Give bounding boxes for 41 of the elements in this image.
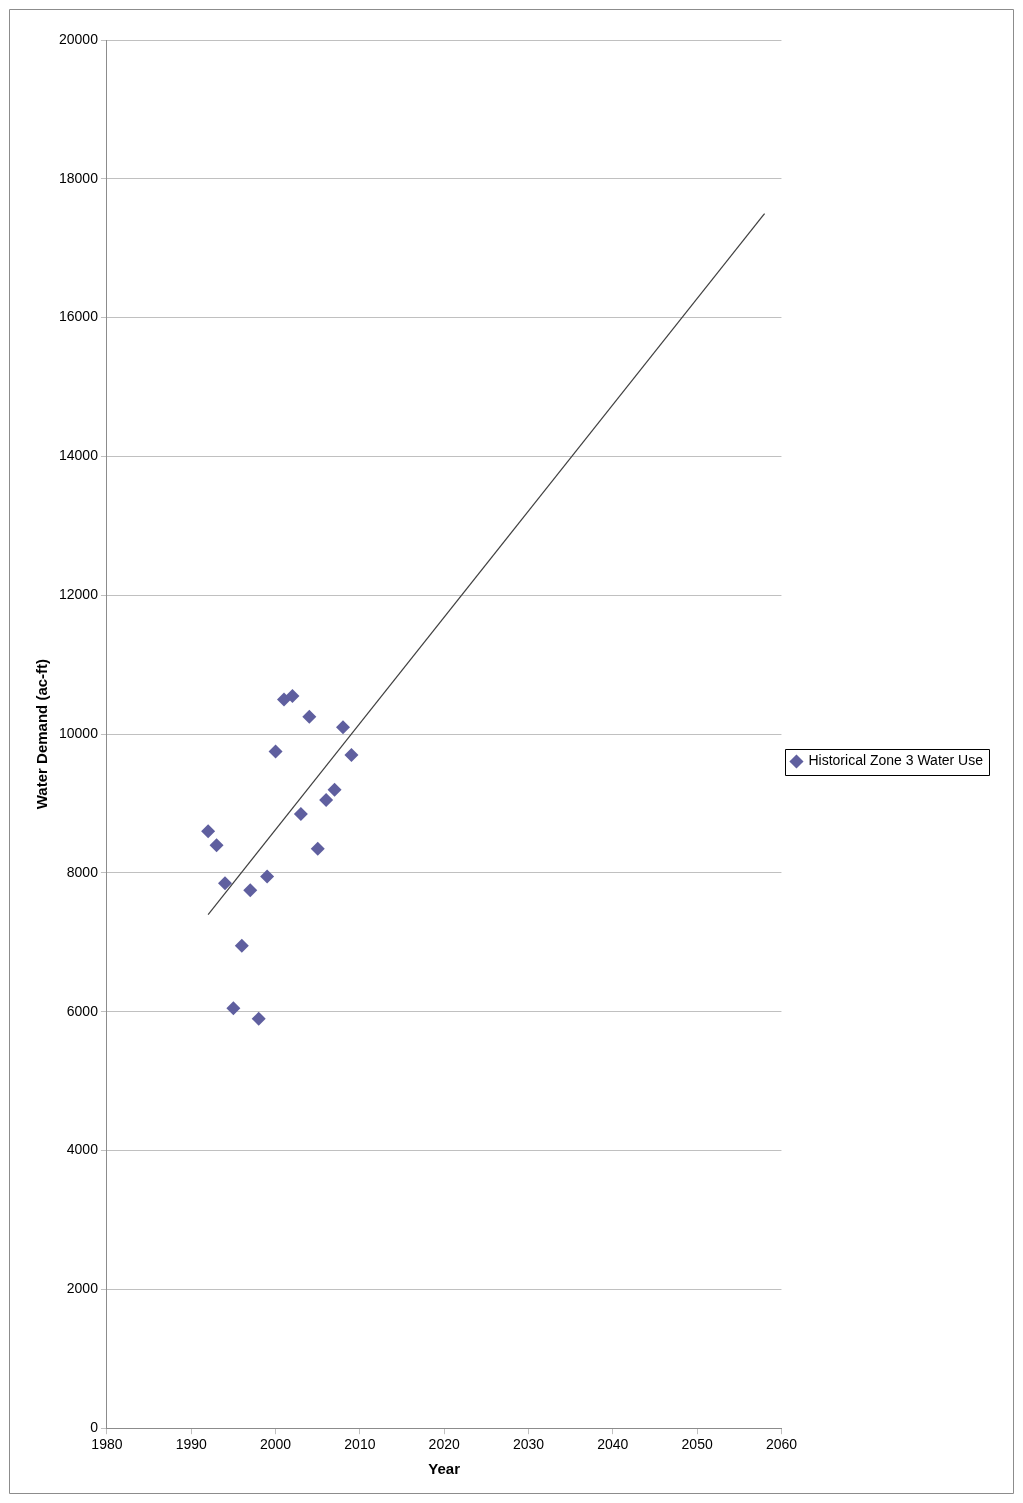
point	[302, 709, 317, 724]
point	[310, 841, 325, 856]
x-tick-label: 2030	[512, 1436, 545, 1453]
point	[327, 782, 342, 797]
y-tick-label: 6000	[66, 1002, 99, 1019]
y-tick-label: 12000	[58, 586, 99, 603]
point	[226, 1001, 241, 1016]
x-tick-label: 2050	[681, 1436, 713, 1453]
y-tick-label: 4000	[66, 1141, 99, 1158]
point	[234, 938, 249, 953]
point	[344, 747, 359, 762]
y-tick-label: 16000	[58, 308, 99, 325]
point	[217, 876, 232, 891]
y-tick-label: 10000	[58, 724, 99, 741]
y-tick-label: 14000	[58, 447, 99, 464]
point	[251, 1011, 266, 1026]
point	[285, 688, 300, 703]
point	[209, 838, 224, 853]
x-tick-label: 2010	[344, 1436, 376, 1453]
x-tick-label: 2040	[597, 1436, 629, 1453]
y-tick-label: 20000	[58, 30, 99, 47]
x-axis-title: Year	[428, 1460, 461, 1478]
y-tick-label: 18000	[58, 169, 99, 186]
x-tick-label: 2020	[428, 1436, 460, 1453]
point	[277, 692, 291, 707]
x-tick-label: 1980	[91, 1436, 123, 1453]
point	[260, 869, 275, 884]
y-tick-label: 8000	[66, 863, 99, 880]
y-tick-label: 0	[90, 1419, 99, 1436]
legend-label: Historical Zone 3 Water Use	[808, 752, 984, 769]
y-axis-title: Water Demand (ac-ft)	[33, 658, 51, 810]
point	[201, 824, 216, 839]
point	[268, 744, 283, 759]
x-tick-label: 1990	[175, 1436, 208, 1453]
point	[293, 806, 308, 821]
point	[243, 883, 258, 898]
x-tick-label: 2000	[259, 1436, 292, 1453]
point	[336, 720, 351, 735]
y-tick-label: 2000	[66, 1280, 99, 1297]
x-tick-label: 2060	[765, 1436, 798, 1453]
point	[319, 793, 334, 808]
